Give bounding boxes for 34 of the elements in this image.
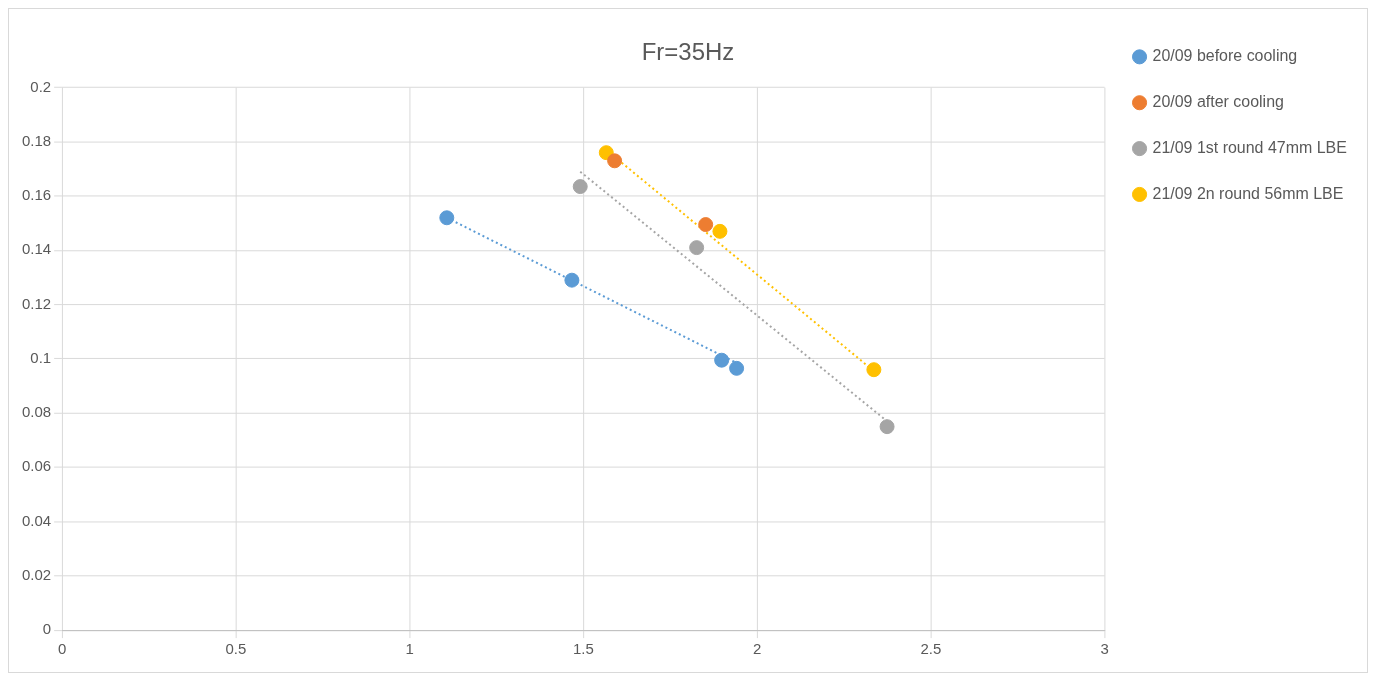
point: [879, 419, 895, 435]
x-tick-label: 0: [57, 640, 67, 658]
point: [866, 362, 882, 378]
point: [729, 360, 745, 376]
y-tick-label: 0.04: [22, 511, 52, 529]
y-tick-label: 0.18: [22, 131, 52, 149]
x-tick-label: 3: [1100, 640, 1109, 658]
y-tick-label: 0.06: [22, 457, 52, 475]
chart-title: Fr=35Hz: [641, 37, 735, 65]
point: [689, 240, 705, 256]
point: [607, 153, 623, 169]
y-tick-label: 0: [42, 620, 52, 638]
y-tick-label: 0.2: [30, 77, 52, 95]
point: [564, 272, 580, 288]
point: [698, 217, 714, 233]
x-tick-label: 0.5: [225, 640, 247, 658]
y-tick-label: 0.02: [22, 566, 52, 583]
legend-label: 21/09 1st round 47mm LBE: [1152, 138, 1347, 156]
x-tick-label: 2: [752, 640, 762, 658]
x-tick-label: 2.5: [920, 640, 942, 658]
y-tick-label: 0.16: [22, 186, 52, 204]
point: [714, 352, 730, 368]
x-tick-label: 1.5: [572, 640, 594, 658]
legend-label: 20/09 before cooling: [1152, 47, 1298, 65]
y-tick-label: 0.14: [22, 240, 52, 258]
point: [712, 223, 728, 239]
y-tick-label: 0.12: [22, 294, 52, 312]
y-tick-label: 0.1: [30, 348, 52, 366]
x-tick-label: 1: [405, 640, 414, 658]
point: [572, 179, 588, 195]
legend-label: 20/09 after cooling: [1152, 93, 1284, 111]
point: [439, 210, 455, 226]
y-tick-label: 0.08: [22, 403, 52, 421]
legend-label: 21/09 2n round 56mm LBE: [1152, 184, 1344, 202]
